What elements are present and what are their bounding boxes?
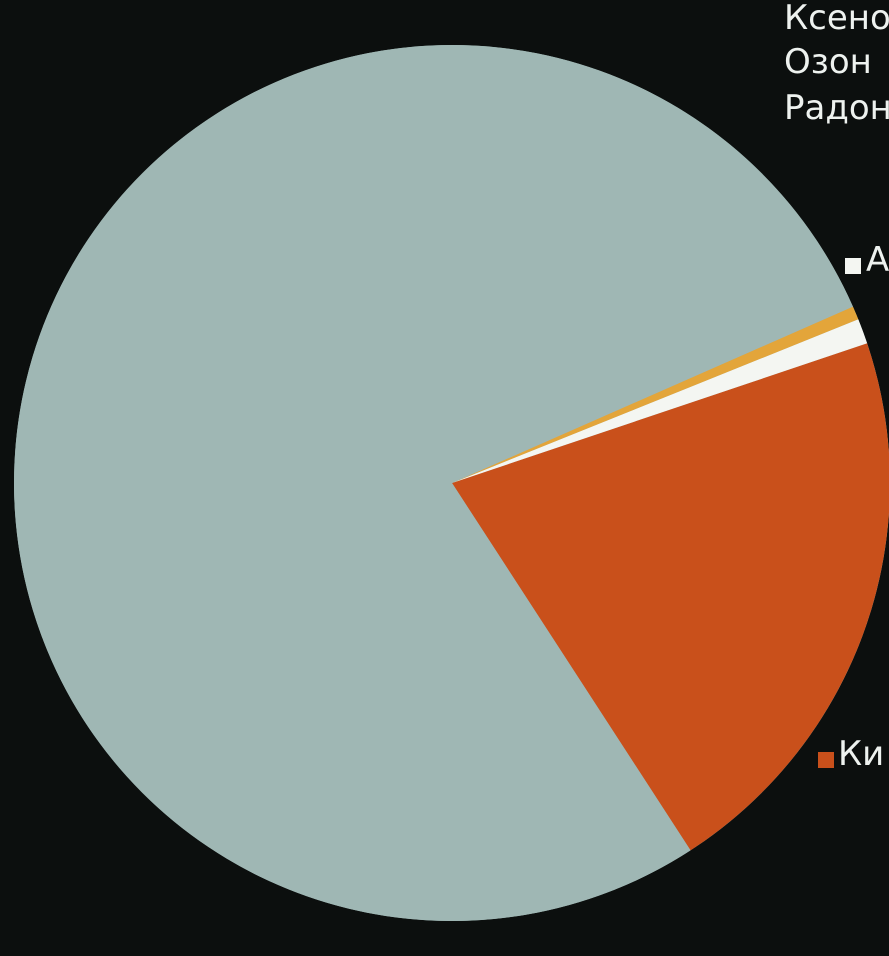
legend-label-ozone: Озон <box>784 42 872 82</box>
pie-slices <box>13 45 889 922</box>
legend-label-oxygen: Ки <box>838 734 885 774</box>
pie-slice-argon <box>452 319 868 483</box>
legend-label-radon: Радон <box>784 88 889 128</box>
pie-slice-nitrogen <box>13 45 853 922</box>
legend-label-argon: А <box>866 240 889 280</box>
legend-label-xenon: Ксено <box>784 0 889 38</box>
legend-swatch-oxygen <box>818 752 834 768</box>
legend-swatch-argon <box>845 258 861 274</box>
pie-slice-minor <box>452 306 859 483</box>
pie-slice-oxygen <box>452 343 889 851</box>
